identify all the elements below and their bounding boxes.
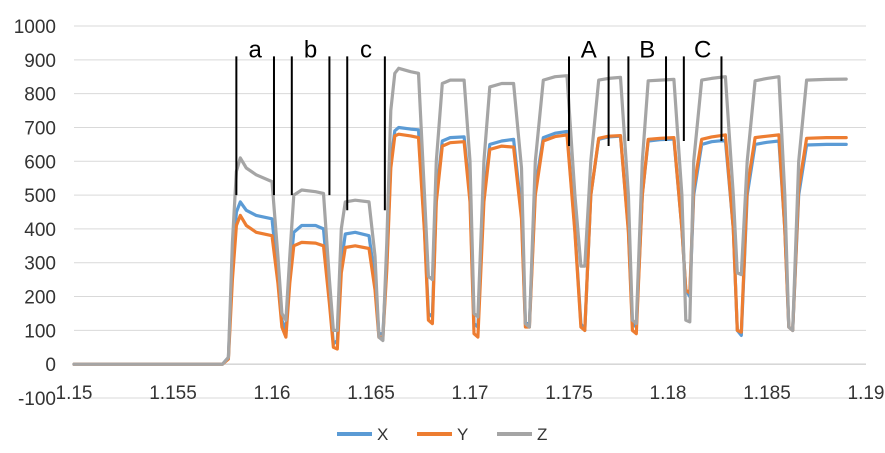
annotation-label: b bbox=[304, 36, 317, 63]
y-tick-label: 0 bbox=[45, 355, 56, 376]
y-tick-label: 700 bbox=[24, 118, 56, 139]
x-tick-label: 1.16 bbox=[254, 383, 291, 404]
x-tick-label: 1.18 bbox=[650, 383, 687, 404]
x-tick-label: 1.19 bbox=[848, 383, 885, 404]
annotation-label: c bbox=[360, 36, 372, 63]
legend-label: Y bbox=[457, 425, 468, 444]
y-tick-label: 400 bbox=[24, 220, 56, 241]
y-tick-label: 500 bbox=[24, 186, 56, 207]
y-tick-label: 300 bbox=[24, 254, 56, 275]
x-tick-label: 1.17 bbox=[452, 383, 489, 404]
x-axis-ticks: 1.15 1.155 1.16 1.165 1.17 1.175 1.18 1.185 1.19 bbox=[56, 383, 885, 404]
y-tick-label: -100 bbox=[18, 389, 56, 410]
legend-label: X bbox=[377, 425, 388, 444]
annotation-label: C bbox=[694, 36, 711, 63]
legend-label: Z bbox=[537, 425, 547, 444]
annotation-label: A bbox=[581, 36, 597, 63]
legend: X Y Z bbox=[337, 425, 547, 444]
y-tick-label: 100 bbox=[24, 321, 56, 342]
x-tick-label: 1.185 bbox=[743, 383, 791, 404]
annotation-label: B bbox=[639, 36, 655, 63]
x-tick-label: 1.165 bbox=[347, 383, 395, 404]
y-tick-label: 800 bbox=[24, 85, 56, 106]
series-line-z bbox=[72, 66, 848, 366]
x-tick-label: 1.15 bbox=[56, 383, 93, 404]
y-tick-label: 600 bbox=[24, 152, 56, 173]
x-tick-label: 1.175 bbox=[545, 383, 593, 404]
x-tick-label: 1.155 bbox=[149, 383, 197, 404]
y-tick-label: 900 bbox=[24, 51, 56, 72]
y-tick-label: 1000 bbox=[14, 17, 56, 38]
series-lines bbox=[72, 66, 848, 366]
y-tick-label: 200 bbox=[24, 288, 56, 309]
annotation-label: a bbox=[248, 36, 262, 63]
series-line-y bbox=[72, 132, 848, 366]
